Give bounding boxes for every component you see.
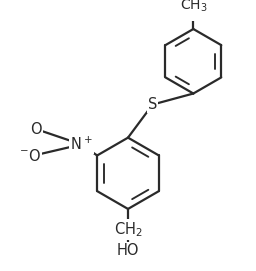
Text: CH$_3$: CH$_3$ xyxy=(179,0,207,14)
Text: O: O xyxy=(30,122,42,137)
Text: $^{-}$O: $^{-}$O xyxy=(19,148,41,164)
Text: HO: HO xyxy=(117,243,139,258)
Text: N$^+$: N$^+$ xyxy=(70,136,93,153)
Text: CH$_2$: CH$_2$ xyxy=(114,220,142,239)
Text: S: S xyxy=(148,97,157,112)
